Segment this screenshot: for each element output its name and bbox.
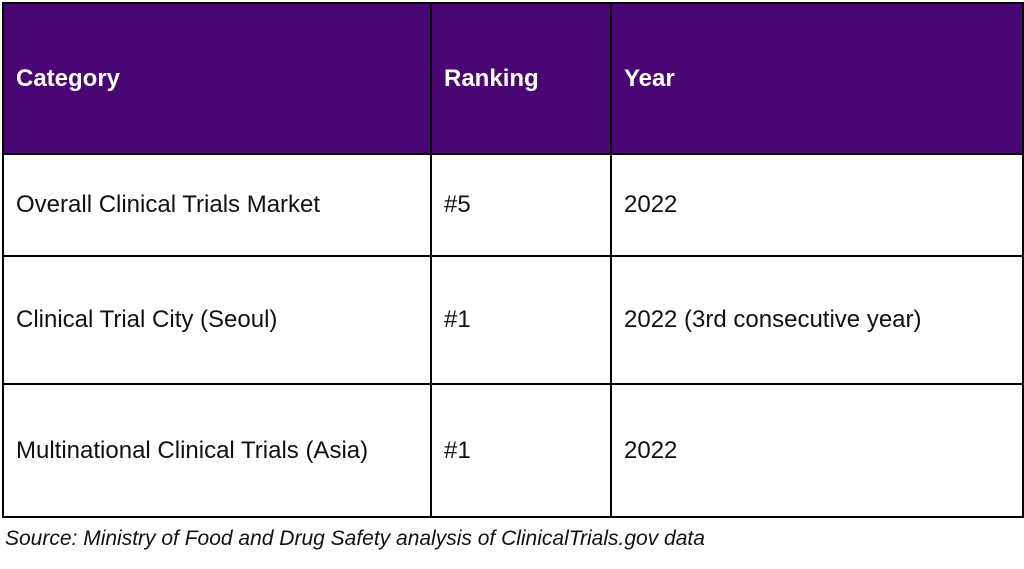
header-cell-year: Year bbox=[610, 2, 1024, 155]
clinical-trials-ranking-table: Category Ranking Year Overall Clinical T… bbox=[2, 2, 1024, 518]
cell-category: Clinical Trial City (Seoul) bbox=[2, 255, 432, 385]
table-header: Category Ranking Year bbox=[2, 2, 1024, 155]
cell-year: 2022 bbox=[610, 153, 1024, 257]
table-row: Multinational Clinical Trials (Asia) #1 … bbox=[2, 383, 1024, 518]
cell-ranking: #1 bbox=[430, 383, 612, 518]
cell-category: Overall Clinical Trials Market bbox=[2, 153, 432, 257]
cell-ranking: #5 bbox=[430, 153, 612, 257]
cell-year: 2022 bbox=[610, 383, 1024, 518]
cell-category: Multinational Clinical Trials (Asia) bbox=[2, 383, 432, 518]
cell-ranking: #1 bbox=[430, 255, 612, 385]
table-row: Overall Clinical Trials Market #5 2022 bbox=[2, 153, 1024, 257]
header-cell-category: Category bbox=[2, 2, 432, 155]
header-cell-ranking: Ranking bbox=[430, 2, 612, 155]
header-row: Category Ranking Year bbox=[2, 2, 1024, 155]
table-body: Overall Clinical Trials Market #5 2022 C… bbox=[2, 153, 1024, 518]
table-row: Clinical Trial City (Seoul) #1 2022 (3rd… bbox=[2, 255, 1024, 385]
source-note: Source: Ministry of Food and Drug Safety… bbox=[5, 527, 705, 550]
cell-year: 2022 (3rd consecutive year) bbox=[610, 255, 1024, 385]
